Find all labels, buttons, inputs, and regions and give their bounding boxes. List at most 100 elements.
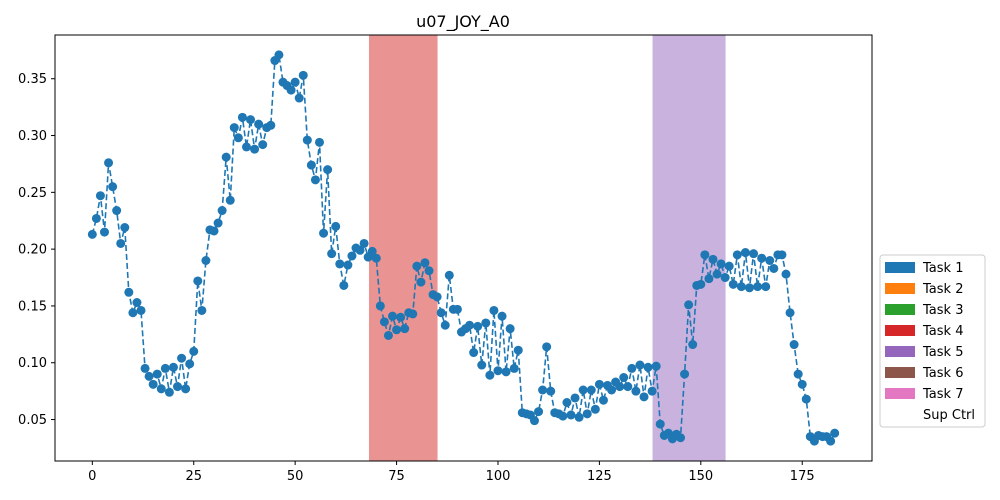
- y-tick-label: 0.10: [18, 356, 47, 371]
- data-point: [643, 362, 653, 372]
- data-point: [120, 223, 130, 233]
- data-point: [335, 259, 345, 269]
- data-point: [444, 270, 454, 280]
- data-point: [769, 263, 779, 273]
- data-point: [542, 342, 552, 352]
- data-point: [777, 250, 787, 260]
- data-point: [87, 229, 97, 239]
- data-point: [546, 386, 556, 396]
- data-point: [712, 269, 722, 279]
- data-point: [233, 133, 243, 143]
- data-point: [95, 191, 105, 201]
- data-point: [704, 274, 714, 284]
- data-point: [765, 256, 775, 265]
- data-point: [217, 206, 227, 216]
- data-point: [716, 259, 726, 269]
- data-point: [241, 142, 251, 152]
- data-point: [274, 50, 284, 60]
- y-tick-label: 0.35: [18, 72, 47, 87]
- data-point: [590, 404, 600, 414]
- data-point: [306, 160, 316, 170]
- data-point: [586, 385, 596, 395]
- y-tick-label: 0.25: [18, 186, 47, 201]
- data-point: [104, 158, 114, 168]
- data-point: [319, 228, 329, 238]
- data-point: [680, 369, 690, 379]
- data-point: [371, 253, 381, 263]
- data-point: [250, 144, 260, 154]
- data-point: [424, 266, 434, 276]
- data-point: [347, 251, 357, 261]
- data-point: [379, 317, 389, 327]
- data-point: [801, 394, 811, 404]
- data-point: [193, 276, 203, 286]
- x-tick-label: 150: [688, 469, 713, 484]
- data-point: [286, 85, 296, 95]
- data-point: [489, 305, 499, 315]
- data-point: [152, 369, 162, 379]
- data-point: [744, 283, 754, 293]
- x-tick-label: 50: [287, 469, 304, 484]
- data-point: [562, 398, 572, 407]
- legend-label: Task 5: [922, 345, 963, 360]
- legend-swatch: [885, 409, 915, 420]
- data-point: [501, 367, 511, 377]
- data-point: [128, 308, 138, 318]
- series-layer: [87, 50, 840, 446]
- data-point: [485, 370, 495, 380]
- data-point: [465, 320, 475, 330]
- data-point: [781, 269, 791, 279]
- y-tick-label: 0.05: [18, 413, 47, 428]
- legend-swatch: [885, 262, 915, 273]
- data-point: [481, 318, 491, 328]
- x-tick-label: 75: [388, 469, 405, 484]
- data-point: [676, 433, 686, 443]
- data-point: [574, 412, 584, 422]
- data-point: [201, 256, 211, 265]
- plot-frame: [54, 34, 873, 462]
- data-point: [116, 238, 126, 248]
- shaded-regions: [368, 35, 726, 461]
- data-point: [124, 287, 134, 297]
- x-tick-label: 175: [790, 469, 815, 484]
- data-point: [436, 308, 446, 318]
- data-point: [91, 213, 101, 223]
- legend-label: Task 2: [922, 282, 963, 297]
- data-point: [298, 70, 308, 80]
- data-point: [310, 175, 320, 185]
- data-point: [619, 373, 629, 382]
- data-point: [570, 393, 580, 403]
- legend-label: Task 4: [922, 324, 963, 339]
- data-point: [225, 195, 235, 205]
- data-point: [797, 379, 807, 389]
- data-point: [266, 120, 276, 130]
- x-tick-label: 25: [185, 469, 202, 484]
- legend-frame: [879, 254, 986, 428]
- legend-swatch: [885, 367, 915, 378]
- data-point: [651, 361, 661, 371]
- data-point: [684, 300, 694, 310]
- data-point: [696, 279, 706, 289]
- data-point: [375, 301, 385, 311]
- data-point: [753, 282, 763, 292]
- data-point: [578, 385, 588, 395]
- y-tick-label: 0.20: [18, 243, 47, 258]
- data-point: [513, 345, 523, 355]
- data-point: [493, 366, 503, 376]
- data-point: [343, 260, 353, 270]
- data-point: [355, 245, 365, 255]
- data-point: [509, 363, 519, 373]
- data-point: [627, 363, 637, 373]
- data-point: [112, 206, 122, 216]
- data-point: [473, 321, 483, 331]
- data-point: [294, 93, 304, 103]
- data-point: [221, 152, 231, 162]
- data-point: [314, 137, 324, 147]
- data-point: [229, 123, 239, 133]
- data-point: [392, 325, 402, 335]
- data-point: [647, 386, 657, 396]
- data-point: [736, 282, 746, 292]
- shaded-region-1: [368, 35, 438, 461]
- data-point: [440, 320, 450, 330]
